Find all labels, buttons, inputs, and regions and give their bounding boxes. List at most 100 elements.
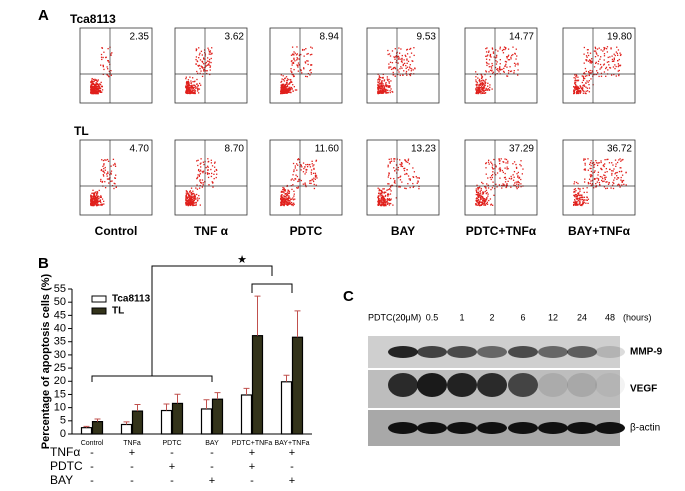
cell-dot bbox=[487, 177, 488, 178]
blot-band bbox=[417, 373, 447, 397]
cell-dot bbox=[404, 170, 405, 171]
cell-dot bbox=[285, 203, 286, 204]
cell-dot bbox=[596, 70, 597, 71]
cell-dot bbox=[207, 60, 208, 61]
cell-dot bbox=[288, 202, 289, 203]
cell-dot bbox=[602, 181, 603, 182]
cell-dot bbox=[390, 80, 391, 81]
cell-dot bbox=[516, 168, 517, 169]
cell-dot bbox=[616, 66, 617, 67]
cell-dot bbox=[295, 175, 296, 176]
cell-dot bbox=[379, 83, 380, 84]
cell-dot bbox=[591, 171, 592, 172]
cell-dot bbox=[303, 168, 304, 169]
cell-dot bbox=[298, 62, 299, 63]
cell-dot bbox=[401, 181, 402, 182]
cell-dot bbox=[207, 172, 208, 173]
cell-dot bbox=[611, 74, 612, 75]
cell-dot bbox=[478, 90, 479, 91]
cell-dot bbox=[515, 53, 516, 54]
cell-dot bbox=[396, 169, 397, 170]
cell-dot bbox=[515, 58, 516, 59]
cell-dot bbox=[394, 59, 395, 60]
cell-dot bbox=[210, 62, 211, 63]
cell-dot bbox=[604, 166, 605, 167]
cell-dot bbox=[399, 53, 400, 54]
cell-dot bbox=[307, 64, 308, 65]
cell-dot bbox=[388, 79, 389, 80]
cell-dot bbox=[607, 51, 608, 52]
cell-dot bbox=[295, 167, 296, 168]
cell-dot bbox=[202, 172, 203, 173]
cell-dot bbox=[408, 69, 409, 70]
cell-dot bbox=[313, 178, 314, 179]
cell-dot bbox=[616, 75, 617, 76]
cell-dot bbox=[402, 166, 403, 167]
cell-dot bbox=[281, 88, 282, 89]
cell-dot bbox=[404, 174, 405, 175]
cell-dot bbox=[580, 205, 581, 206]
cell-dot bbox=[310, 65, 311, 66]
cell-dot bbox=[598, 180, 599, 181]
cell-dot bbox=[291, 204, 292, 205]
cell-dot bbox=[309, 74, 310, 75]
cell-dot bbox=[101, 205, 102, 206]
cell-dot bbox=[294, 86, 295, 87]
cell-dot bbox=[93, 192, 94, 193]
cell-dot bbox=[291, 72, 292, 73]
cell-dot bbox=[191, 204, 192, 205]
cell-dot bbox=[391, 69, 392, 70]
cell-dot bbox=[100, 202, 101, 203]
cell-dot bbox=[409, 49, 410, 50]
cell-dot bbox=[108, 182, 109, 183]
cell-dot bbox=[496, 55, 497, 56]
cell-dot bbox=[191, 197, 192, 198]
cell-dot bbox=[188, 194, 189, 195]
cell-dot bbox=[583, 80, 584, 81]
cell-dot bbox=[381, 80, 382, 81]
cell-dot bbox=[585, 199, 586, 200]
cell-dot bbox=[93, 93, 94, 94]
cell-dot bbox=[387, 76, 388, 77]
cell-dot bbox=[489, 59, 490, 60]
error-bar bbox=[175, 394, 181, 403]
cell-dot bbox=[305, 62, 306, 63]
cell-dot bbox=[477, 205, 478, 206]
cell-dot bbox=[603, 64, 604, 65]
cell-dot bbox=[292, 46, 293, 47]
cell-dot bbox=[619, 158, 620, 159]
condition-label: BAY+TNFα bbox=[568, 224, 631, 238]
cell-dot bbox=[611, 55, 612, 56]
cell-dot bbox=[288, 200, 289, 201]
cell-dot bbox=[480, 83, 481, 84]
cell-dot bbox=[581, 195, 582, 196]
cell-dot bbox=[622, 159, 623, 160]
cell-dot bbox=[383, 85, 384, 86]
cell-dot bbox=[590, 183, 591, 184]
cell-dot bbox=[284, 198, 285, 199]
cell-dot bbox=[494, 56, 495, 57]
cell-dot bbox=[187, 86, 188, 87]
cell-dot bbox=[507, 57, 508, 58]
cell-dot bbox=[490, 70, 491, 71]
cell-dot bbox=[400, 179, 401, 180]
cell-dot bbox=[476, 192, 477, 193]
cell-dot bbox=[508, 48, 509, 49]
x-tick-label: BAY bbox=[205, 440, 219, 447]
cell-dot bbox=[101, 57, 102, 58]
treatment-sign: - bbox=[210, 461, 214, 473]
quadrant-value: 8.70 bbox=[225, 144, 245, 155]
cell-dot bbox=[612, 61, 613, 62]
cell-dot bbox=[91, 200, 92, 201]
cell-dot bbox=[504, 49, 505, 50]
cell-dot bbox=[387, 202, 388, 203]
cell-dot bbox=[588, 82, 589, 83]
cell-dot bbox=[100, 91, 101, 92]
cell-dot bbox=[195, 88, 196, 89]
cell-dot bbox=[284, 199, 285, 200]
cell-dot bbox=[574, 80, 575, 81]
cell-dot bbox=[605, 177, 606, 178]
cell-dot bbox=[576, 197, 577, 198]
cell-dot bbox=[282, 92, 283, 93]
cell-dot bbox=[282, 84, 283, 85]
